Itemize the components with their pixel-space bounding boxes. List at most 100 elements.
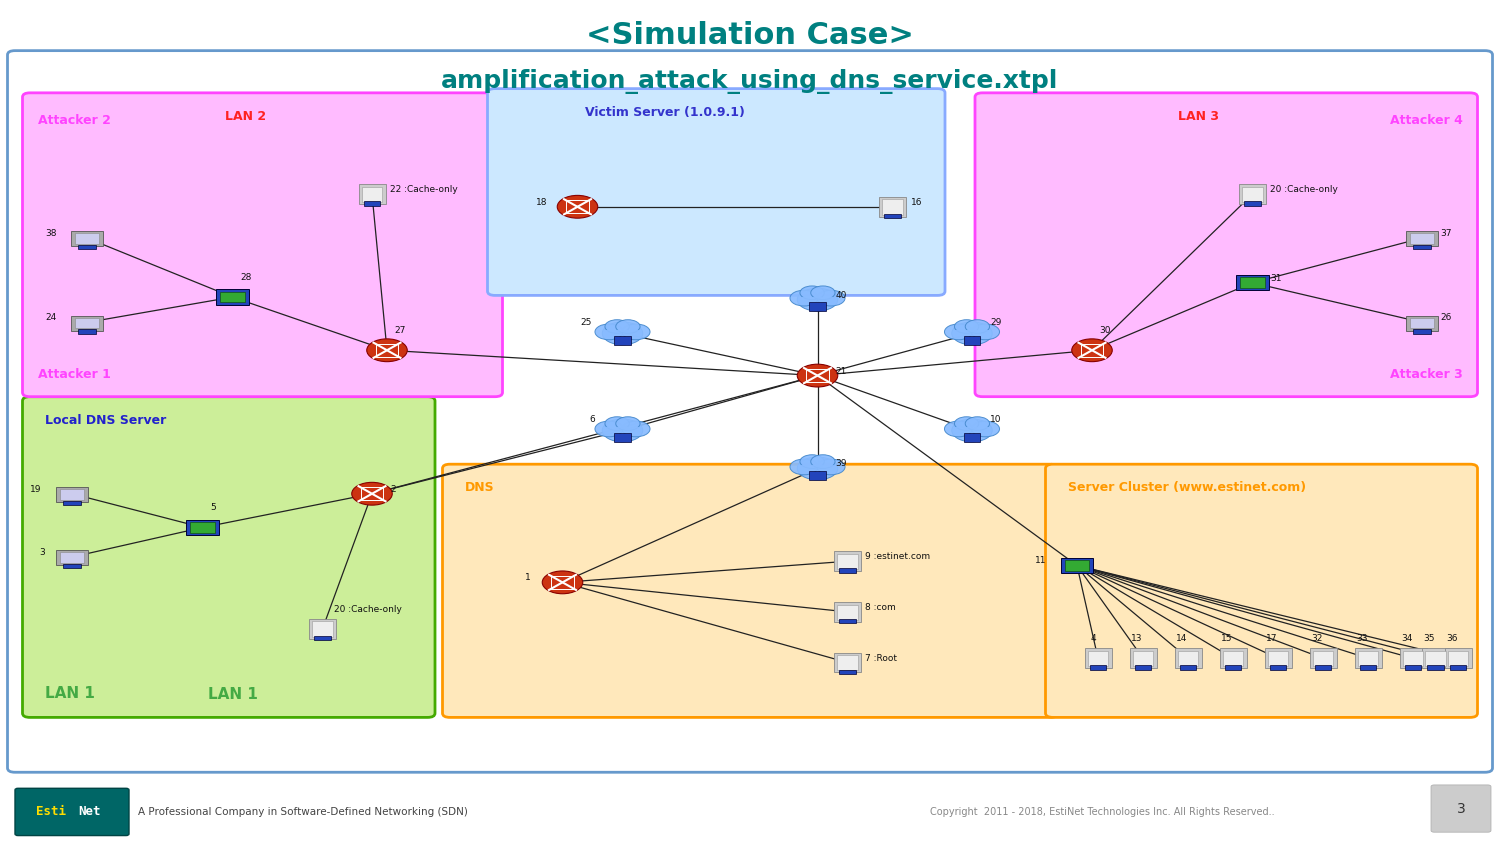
Text: 4: 4 — [1090, 634, 1096, 643]
Circle shape — [602, 419, 642, 442]
Bar — [375, 344, 399, 357]
Bar — [879, 197, 906, 217]
Text: 29: 29 — [990, 317, 1002, 327]
Bar — [964, 336, 980, 344]
Bar — [1422, 648, 1449, 668]
FancyBboxPatch shape — [442, 464, 1058, 717]
Text: Net: Net — [78, 805, 101, 819]
Bar — [885, 214, 900, 219]
Text: Victim Server (1.0.9.1): Victim Server (1.0.9.1) — [585, 106, 746, 118]
FancyBboxPatch shape — [1046, 464, 1478, 717]
Bar — [615, 433, 630, 442]
Circle shape — [1071, 338, 1112, 362]
Bar — [1065, 560, 1089, 571]
Bar — [1174, 648, 1202, 668]
Circle shape — [818, 459, 844, 475]
Bar — [1178, 651, 1198, 666]
Bar — [56, 550, 88, 565]
Text: 10: 10 — [990, 414, 1002, 424]
Circle shape — [812, 455, 836, 468]
Bar — [1402, 651, 1423, 666]
Circle shape — [622, 421, 650, 437]
Circle shape — [558, 196, 597, 219]
Bar — [952, 427, 992, 434]
Bar — [60, 490, 84, 500]
Text: 2: 2 — [390, 484, 396, 494]
Text: 22 :Cache-only: 22 :Cache-only — [390, 185, 458, 194]
Bar — [78, 245, 96, 250]
Circle shape — [812, 286, 836, 300]
Text: 28: 28 — [240, 273, 252, 282]
Bar — [1358, 651, 1378, 666]
Bar — [1132, 651, 1154, 666]
Bar — [1410, 234, 1434, 244]
Bar — [309, 619, 336, 639]
Bar — [1130, 648, 1156, 668]
Circle shape — [798, 288, 838, 311]
Text: LAN 1: LAN 1 — [45, 685, 94, 701]
Bar — [1088, 651, 1108, 666]
Bar — [1448, 651, 1468, 666]
Bar — [1226, 665, 1240, 670]
Circle shape — [366, 338, 407, 362]
Text: 14: 14 — [1176, 634, 1188, 643]
Bar — [220, 292, 245, 302]
Bar — [315, 636, 330, 641]
Text: 31: 31 — [1270, 273, 1282, 283]
Bar — [834, 551, 861, 571]
Text: 6: 6 — [590, 414, 596, 424]
Bar — [1220, 648, 1246, 668]
Text: 3: 3 — [1456, 802, 1466, 815]
Circle shape — [596, 421, 622, 437]
Circle shape — [602, 322, 642, 345]
Text: 30: 30 — [1100, 326, 1112, 335]
Bar — [1425, 651, 1446, 666]
Bar — [56, 487, 88, 502]
Circle shape — [945, 421, 972, 437]
Bar — [1180, 665, 1196, 670]
Text: Attacker 1: Attacker 1 — [38, 369, 111, 381]
Bar — [1242, 187, 1263, 202]
Bar — [216, 289, 249, 305]
Bar — [806, 369, 830, 382]
Text: 15: 15 — [1221, 634, 1233, 643]
Bar — [952, 330, 992, 337]
Bar — [190, 522, 214, 533]
Text: 16: 16 — [910, 197, 922, 207]
Bar — [834, 652, 861, 673]
Bar — [1084, 648, 1112, 668]
Text: 3: 3 — [39, 548, 45, 557]
Bar — [566, 200, 590, 214]
Text: 9 :estinet.com: 9 :estinet.com — [865, 552, 930, 561]
Text: DNS: DNS — [465, 481, 495, 494]
Text: 27: 27 — [394, 326, 406, 335]
Bar — [364, 201, 380, 205]
Text: LAN 1: LAN 1 — [207, 687, 258, 702]
Text: 19: 19 — [30, 484, 42, 494]
Text: 18: 18 — [536, 197, 548, 207]
Text: A Professional Company in Software-Defined Networking (SDN): A Professional Company in Software-Defin… — [138, 807, 468, 817]
Bar — [1444, 648, 1472, 668]
Bar — [63, 564, 81, 569]
Circle shape — [615, 320, 640, 333]
Text: amplification_attack_using_dns_service.xtpl: amplification_attack_using_dns_service.x… — [441, 69, 1059, 95]
Bar — [70, 316, 104, 331]
Bar — [1428, 665, 1443, 670]
Bar — [78, 329, 96, 333]
Text: 8 :com: 8 :com — [865, 603, 895, 612]
Text: Attacker 4: Attacker 4 — [1389, 114, 1462, 127]
Text: Local DNS Server: Local DNS Server — [45, 414, 166, 426]
Bar — [810, 471, 825, 479]
Bar — [1406, 316, 1438, 331]
Bar — [312, 621, 333, 636]
Text: 36: 36 — [1446, 634, 1458, 643]
Circle shape — [800, 286, 825, 300]
Text: 13: 13 — [1131, 634, 1143, 643]
Bar — [964, 433, 980, 442]
Circle shape — [543, 571, 582, 594]
Bar — [1450, 665, 1466, 670]
Bar — [1264, 648, 1292, 668]
Bar — [798, 296, 837, 303]
Circle shape — [596, 324, 622, 340]
Bar — [1240, 278, 1264, 288]
